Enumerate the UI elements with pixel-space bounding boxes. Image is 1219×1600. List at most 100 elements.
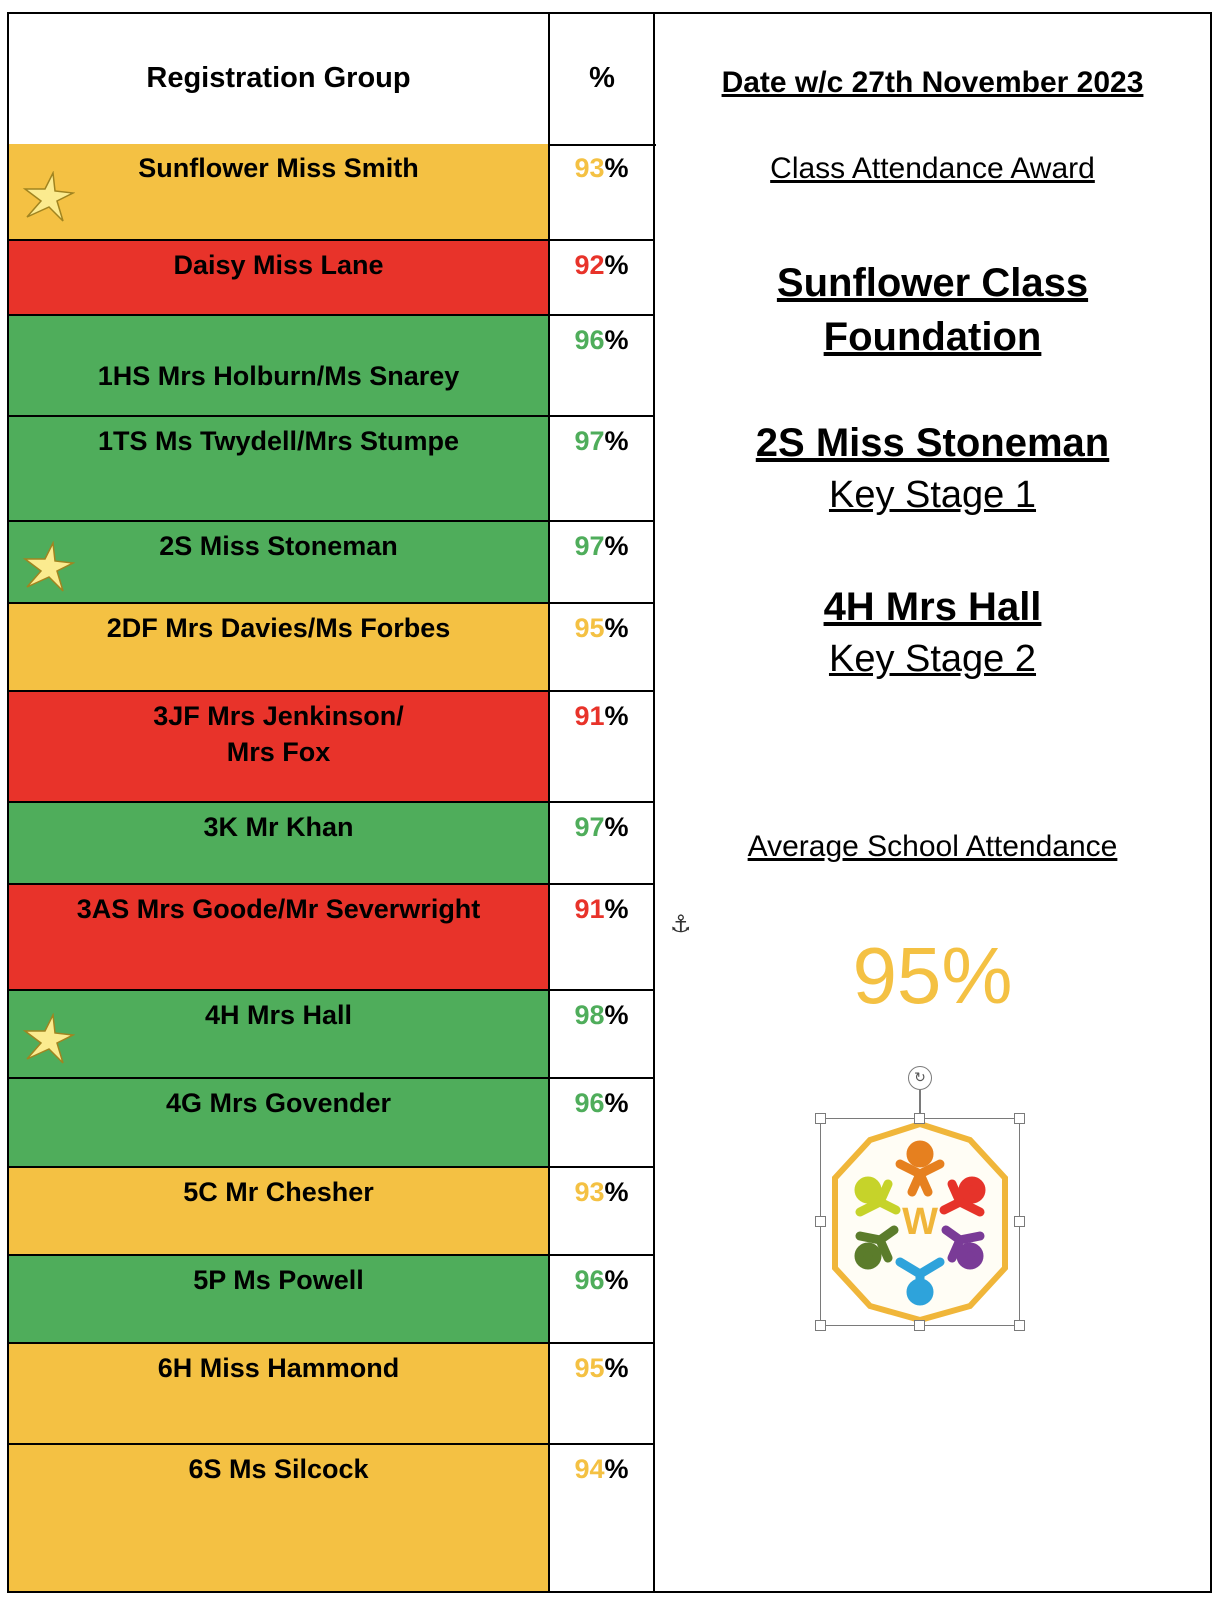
attendance-percent: 91% <box>550 891 653 927</box>
table-row: 1TS Ms Twydell/Mrs Stumpe <box>9 417 548 522</box>
attendance-sheet <box>7 12 1212 1593</box>
attendance-percent: 95% <box>550 610 653 646</box>
registration-group-label: 3JF Mrs Jenkinson/ Mrs Fox <box>153 701 404 767</box>
registration-group-label: 5C Mr Chesher <box>183 1177 374 1207</box>
percent-sign: % <box>604 153 629 183</box>
registration-group-label: 4G Mrs Govender <box>165 1088 392 1118</box>
attendance-percent: 97% <box>550 809 653 845</box>
attendance-value: 92 <box>574 250 605 280</box>
school-logo-image[interactable]: ↻ W <box>815 1066 1025 1331</box>
table-row: 3AS Mrs Goode/Mr Severwright <box>9 885 548 991</box>
attendance-value: 95 <box>574 613 605 643</box>
average-attendance-value: 95% <box>852 931 1013 1020</box>
percent-sign: % <box>604 426 629 456</box>
percent-sign: % <box>604 250 629 280</box>
attendance-value: 93 <box>574 1177 605 1207</box>
foundation-winner-line2: Foundation <box>823 315 1042 359</box>
registration-group-label: 1HS Mrs Holburn/Ms Snarey <box>97 361 460 391</box>
rotate-handle-icon[interactable]: ↻ <box>908 1066 932 1090</box>
attendance-value: 97 <box>574 531 605 561</box>
percent-cell: 91% <box>550 692 653 803</box>
percent-cell: 91% <box>550 885 653 991</box>
percent-cell: 95% <box>550 604 653 692</box>
percent-sign: % <box>604 1088 629 1118</box>
percent-cell: 96% <box>550 1079 653 1168</box>
award-star-icon <box>22 1013 75 1064</box>
percent-cell: 97% <box>550 522 653 604</box>
average-attendance-label: Average School Attendance <box>747 830 1118 863</box>
award-star-icon <box>22 170 75 222</box>
attendance-value: 95 <box>574 1353 605 1383</box>
attendance-percent: 93% <box>550 1174 653 1210</box>
attendance-percent: 91% <box>550 698 653 734</box>
ks2-label: Key Stage 2 <box>828 638 1037 680</box>
percent-sign: % <box>604 1000 629 1030</box>
percent-cell: 93% <box>550 144 653 241</box>
attendance-percent: 96% <box>550 322 653 358</box>
percent-sign: % <box>604 894 629 924</box>
registration-group-label: Daisy Miss Lane <box>173 250 384 280</box>
registration-group-label: 6H Miss Hammond <box>157 1353 400 1383</box>
attendance-value: 98 <box>574 1000 605 1030</box>
percent-sign: % <box>604 325 629 355</box>
attendance-table: Registration Group % <box>7 12 656 1593</box>
resize-handle[interactable] <box>815 1320 826 1331</box>
resize-handle[interactable] <box>914 1113 925 1124</box>
attendance-percent: 92% <box>550 247 653 283</box>
percent-cell: 96% <box>550 316 653 417</box>
table-row: 6H Miss Hammond <box>9 1344 548 1445</box>
table-row: 5P Ms Powell <box>9 1256 548 1344</box>
resize-handle[interactable] <box>1014 1320 1025 1331</box>
award-panel: Date w/c 27th November 2023 Class Attend… <box>655 12 1210 1593</box>
percent-cell: 97% <box>550 417 653 522</box>
rotate-stem <box>919 1090 921 1118</box>
registration-group-label: Sunflower Miss Smith <box>138 153 419 183</box>
percent-sign: % <box>604 812 629 842</box>
percent-sign: % <box>604 1265 629 1295</box>
award-title: Class Attendance Award <box>770 152 1095 185</box>
table-row: 2S Miss Stoneman <box>9 522 548 604</box>
percent-cell: 97% <box>550 803 653 885</box>
attendance-value: 96 <box>574 1265 605 1295</box>
ks1-winner: 2S Miss Stoneman <box>755 421 1110 465</box>
header-registration-group: Registration Group <box>146 61 411 94</box>
registration-group-label: 5P Ms Powell <box>193 1265 364 1295</box>
attendance-value: 97 <box>574 426 605 456</box>
award-star-icon <box>22 541 75 592</box>
table-row: 6S Ms Silcock <box>9 1445 548 1591</box>
attendance-percent: 93% <box>550 150 653 186</box>
table-row: 3JF Mrs Jenkinson/ Mrs Fox <box>9 692 548 803</box>
percent-cell: 98% <box>550 991 653 1079</box>
resize-handle[interactable] <box>815 1113 826 1124</box>
logo-letter: W <box>902 1201 938 1243</box>
registration-group-label: 2S Miss Stoneman <box>159 531 398 561</box>
anchor-icon[interactable]: ⚓ <box>670 911 692 938</box>
registration-group-label: 3AS Mrs Goode/Mr Severwright <box>76 894 481 924</box>
table-row: Sunflower Miss Smith <box>9 144 548 241</box>
attendance-percent: 98% <box>550 997 653 1033</box>
resize-handle[interactable] <box>1014 1113 1025 1124</box>
ks2-winner: 4H Mrs Hall <box>823 585 1042 629</box>
foundation-winner-line1: Sunflower Class <box>776 261 1089 305</box>
attendance-value: 91 <box>574 701 605 731</box>
attendance-percent: 94% <box>550 1451 653 1487</box>
table-row: Daisy Miss Lane <box>9 241 548 316</box>
table-row: 4G Mrs Govender <box>9 1079 548 1168</box>
attendance-percent: 96% <box>550 1262 653 1298</box>
registration-group-label: 1TS Ms Twydell/Mrs Stumpe <box>97 426 460 456</box>
attendance-percent: 97% <box>550 528 653 564</box>
resize-handle[interactable] <box>1014 1216 1025 1227</box>
percent-cell: 92% <box>550 241 653 316</box>
resize-handle[interactable] <box>815 1216 826 1227</box>
attendance-value: 91 <box>574 894 605 924</box>
registration-group-label: 3K Mr Khan <box>203 812 354 842</box>
week-date: Date w/c 27th November 2023 <box>721 66 1144 99</box>
percent-cell: 95% <box>550 1344 653 1445</box>
attendance-percent: 97% <box>550 423 653 459</box>
percent-sign: % <box>604 531 629 561</box>
percent-cell: 94% <box>550 1445 653 1591</box>
percent-cell: 93% <box>550 1168 653 1256</box>
column-divider <box>548 12 550 1593</box>
resize-handle[interactable] <box>914 1320 925 1331</box>
ks1-label: Key Stage 1 <box>828 474 1037 516</box>
